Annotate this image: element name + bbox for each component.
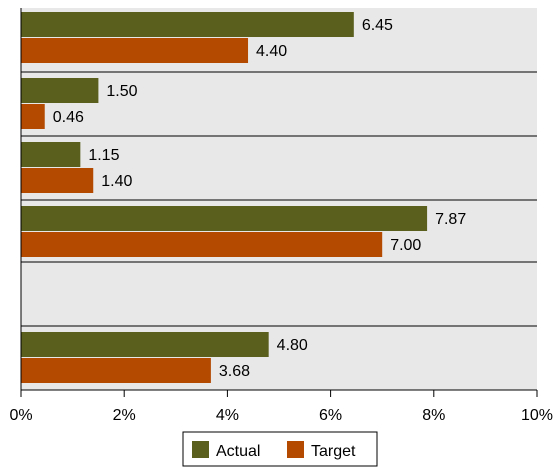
data-labels: 6.45 1.50 1.15 7.87 4.80 4.40 0.46 1.40 7.00 3.68 [53, 17, 467, 380]
bar-actual-5 [21, 332, 269, 357]
data-label-actual-1: 1.50 [106, 83, 137, 100]
data-label-actual-0: 6.45 [362, 17, 393, 34]
legend-label-actual: Actual [216, 443, 260, 460]
data-label-actual-2: 1.15 [88, 147, 119, 164]
x-tick-label: 6% [319, 407, 342, 424]
bar-target-0 [21, 38, 249, 63]
data-label-target-0: 4.40 [256, 43, 287, 60]
row-gridlines [21, 71, 537, 327]
data-label-target-2: 1.40 [101, 173, 132, 190]
legend-label-target: Target [311, 443, 356, 460]
legend-swatch-actual [192, 441, 209, 458]
x-axis-ticks: 0% 2% 4% 6% 8% 10% [9, 390, 553, 424]
data-label-actual-5: 4.80 [277, 337, 308, 354]
data-label-target-3: 7.00 [390, 237, 421, 254]
bar-target-3 [21, 232, 383, 257]
bar-target-5 [21, 358, 211, 383]
data-label-actual-3: 7.87 [435, 211, 466, 228]
x-tick-label: 2% [113, 407, 136, 424]
bar-actual-0 [21, 12, 354, 37]
bar-target-2 [21, 168, 94, 193]
x-tick-label: 10% [521, 407, 553, 424]
data-label-target-1: 0.46 [53, 109, 84, 126]
x-tick-label: 8% [422, 407, 445, 424]
bar-target-1 [21, 104, 45, 129]
x-tick-label: 4% [216, 407, 239, 424]
bar-actual-2 [21, 142, 81, 167]
x-tick-label: 0% [9, 407, 32, 424]
bar-actual-3 [21, 206, 428, 231]
data-label-target-5: 3.68 [219, 363, 250, 380]
legend-swatch-target [287, 441, 304, 458]
legend-box [182, 431, 378, 467]
legend: Actual Target [182, 431, 378, 467]
bars [21, 12, 428, 383]
bar-actual-1 [21, 78, 99, 103]
